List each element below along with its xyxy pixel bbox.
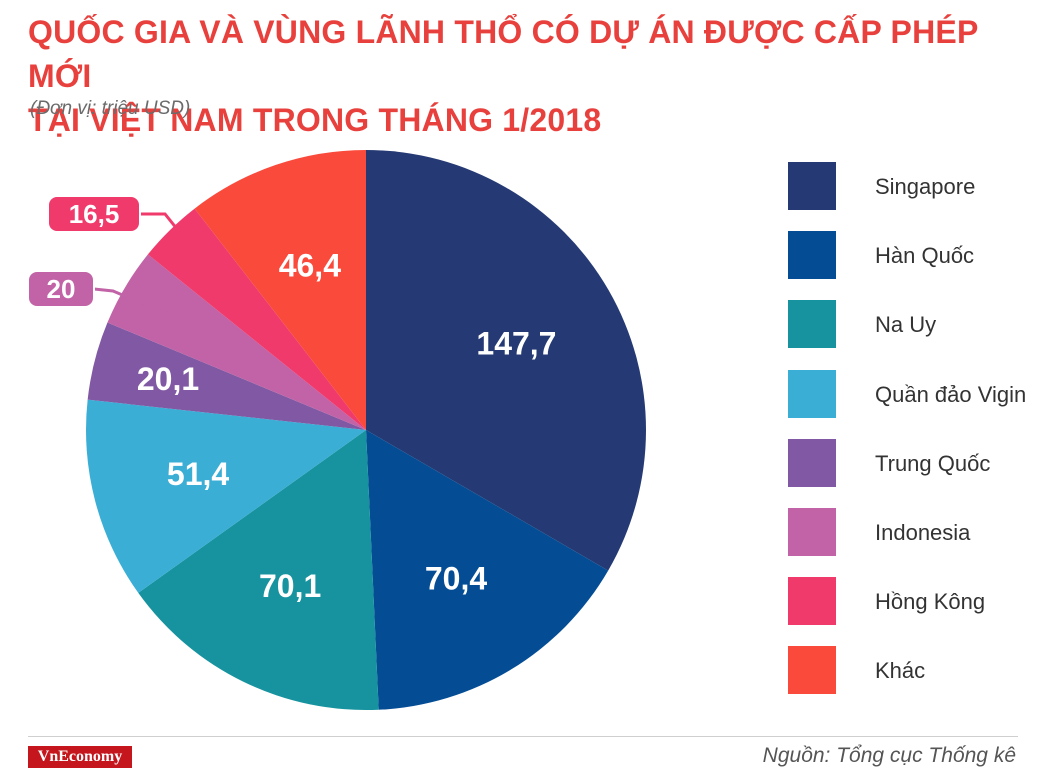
data-label-hong-kong: 16,5 bbox=[69, 199, 120, 229]
legend-item-trung-quoc: Trung Quốc bbox=[788, 438, 1026, 508]
legend-label: Quần đảo Vigin bbox=[875, 381, 1027, 407]
chart-title: QUỐC GIA VÀ VÙNG LÃNH THỔ CÓ DỰ ÁN ĐƯỢC … bbox=[28, 10, 1028, 142]
data-label-singapore: 147,7 bbox=[476, 325, 556, 361]
chart-legend: Singapore Hàn Quốc Na Uy Quần đảo Vigin Trun… bbox=[788, 162, 1026, 716]
legend-swatch bbox=[788, 646, 836, 695]
pie-slice-indonesia bbox=[107, 254, 367, 430]
legend-label: Trung Quốc bbox=[875, 450, 991, 476]
unit-label: (Đơn vị: triệu USD) bbox=[30, 98, 191, 119]
chart-title-line-2: TẠI VIỆT NAM TRONG THÁNG 1/2018 bbox=[28, 102, 602, 138]
legend-label: Hồng Kông bbox=[875, 589, 986, 615]
pie-slice-han-quoc bbox=[366, 430, 609, 710]
callout-leader-indonesia bbox=[93, 287, 179, 320]
data-label-trung-quoc: 20,1 bbox=[137, 361, 199, 397]
pie-slice-trung-quoc bbox=[87, 322, 366, 430]
pie-slice-hong-kong bbox=[147, 208, 366, 430]
legend-label: Hàn Quốc bbox=[875, 243, 975, 269]
pie-slice-na-uy bbox=[138, 430, 379, 710]
legend-swatch bbox=[788, 369, 836, 418]
legend-swatch bbox=[788, 300, 836, 349]
data-label-indonesia: 20 bbox=[47, 274, 76, 304]
legend-label: Singapore bbox=[875, 174, 976, 199]
data-label-na-uy: 70,1 bbox=[259, 568, 321, 604]
data-label-khac: 46,4 bbox=[279, 248, 341, 284]
source-note: Nguồn: Tổng cục Thống kê bbox=[762, 744, 1016, 767]
legend-item-khac: Khác bbox=[788, 646, 1026, 715]
chart-title-line-1: QUỐC GIA VÀ VÙNG LÃNH THỔ CÓ DỰ ÁN ĐƯỢC … bbox=[28, 14, 978, 94]
legend-swatch bbox=[788, 231, 836, 280]
legend-swatch bbox=[788, 162, 836, 210]
callout-leader-hong-kong bbox=[140, 212, 215, 276]
legend-swatch bbox=[788, 438, 836, 487]
legend-label: Na Uy bbox=[875, 312, 937, 338]
legend-swatch bbox=[788, 577, 836, 626]
pie-slice-khac bbox=[194, 150, 366, 430]
callout-box-indonesia bbox=[27, 270, 95, 308]
legend-item-hong-kong: Hồng Kông bbox=[788, 577, 1026, 646]
legend-item-singapore: Singapore bbox=[788, 162, 1026, 231]
legend-item-indonesia: Indonesia bbox=[788, 507, 1026, 577]
pie-slice-singapore bbox=[366, 150, 647, 571]
footer-divider bbox=[28, 736, 1018, 737]
data-label-han-quoc: 70,4 bbox=[425, 560, 487, 596]
legend-label: Indonesia bbox=[875, 519, 971, 545]
legend-item-han-quoc: Hàn Quốc bbox=[788, 231, 1026, 300]
legend-item-na-uy: Na Uy bbox=[788, 300, 1026, 369]
legend-label: Khác bbox=[875, 658, 926, 684]
data-label-quan-dao-vigin: 51,4 bbox=[167, 456, 229, 492]
legend-item-quan-dao-vigin: Quần đảo Vigin bbox=[788, 369, 1027, 439]
pie-slice-quan-dao-vigin bbox=[86, 399, 367, 593]
callout-box-hong-kong bbox=[47, 195, 141, 233]
legend-swatch bbox=[788, 507, 836, 556]
vneconomy-logo: VnEconomy bbox=[28, 746, 132, 768]
